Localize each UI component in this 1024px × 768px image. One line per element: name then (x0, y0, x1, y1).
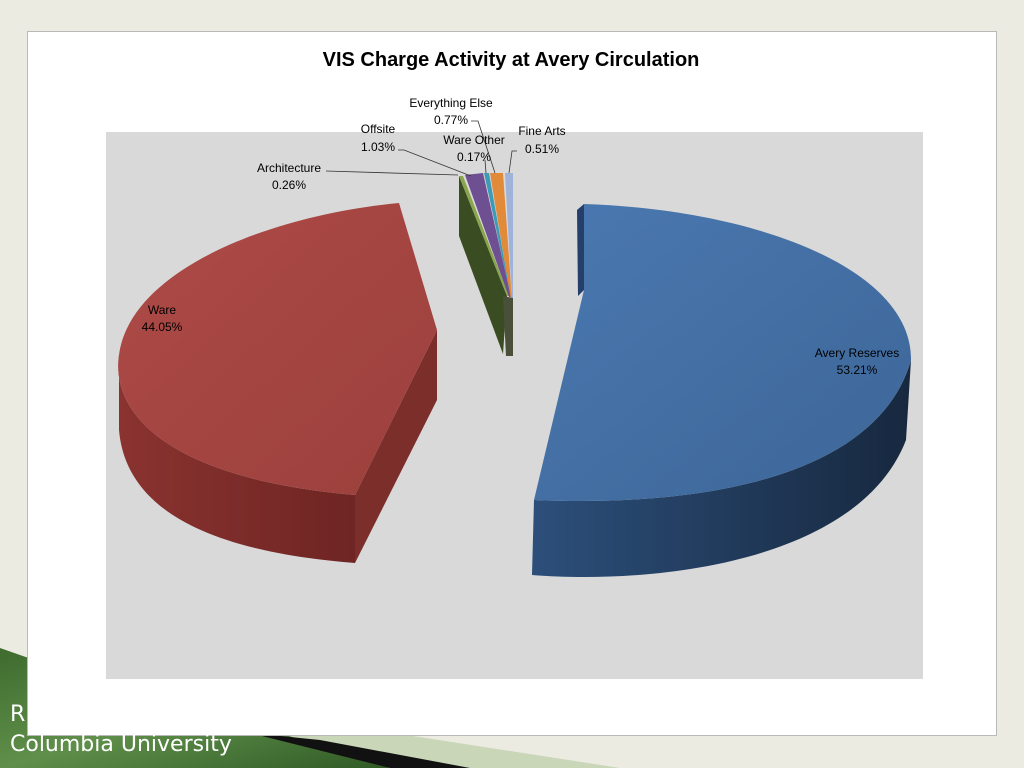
slice-avery-reserves-side (532, 360, 911, 577)
leader-ware-other (484, 159, 487, 174)
slice-everything-else (490, 173, 512, 300)
footer-text-line2: Columbia University (10, 732, 232, 757)
leader-offsite (398, 149, 472, 177)
leader-fine-arts (508, 150, 517, 174)
value-everything-else: 0.77% (434, 113, 468, 127)
leader-everything-else (471, 120, 496, 174)
value-avery-reserves: 53.21% (837, 363, 878, 377)
slice-architecture (459, 176, 509, 296)
value-ware: 44.05% (142, 320, 183, 334)
label-ware-other: Ware Other (443, 133, 505, 147)
leader-architecture (325, 170, 459, 176)
slice-offsite (465, 173, 511, 297)
slice-ware-top (118, 203, 437, 495)
footer-dark-stripe (250, 733, 470, 768)
label-ware: Ware (148, 303, 177, 317)
value-offsite: 1.03% (361, 140, 395, 154)
slice-architecture-side (459, 176, 507, 354)
slice-fine-arts (505, 173, 513, 300)
data-labels: Avery Reserves 53.21% Ware 44.05% Archit… (142, 96, 900, 377)
leader-lines (325, 120, 517, 177)
small-slices (459, 173, 513, 356)
slice-ware-side-inner (355, 330, 437, 563)
label-offsite: Offsite (361, 122, 396, 136)
label-fine-arts: Fine Arts (518, 124, 565, 138)
label-everything-else: Everything Else (409, 96, 493, 110)
value-ware-other: 0.17% (457, 150, 491, 164)
chart-title: VIS Charge Activity at Avery Circulation (323, 49, 700, 71)
label-avery-reserves: Avery Reserves (815, 346, 899, 360)
small-slices-base (503, 296, 513, 356)
slice-avery-reserves-wall (577, 204, 584, 296)
label-architecture: Architecture (257, 161, 321, 175)
slice-ware (118, 203, 437, 563)
footer-text-line1: R (10, 702, 26, 727)
value-architecture: 0.26% (272, 178, 306, 192)
value-fine-arts: 0.51% (525, 142, 559, 156)
slice-ware-other (484, 173, 511, 298)
slice-avery-reserves (532, 204, 912, 577)
slice-ware-side-outer (118, 355, 355, 563)
slice-avery-reserves-top (534, 204, 912, 502)
